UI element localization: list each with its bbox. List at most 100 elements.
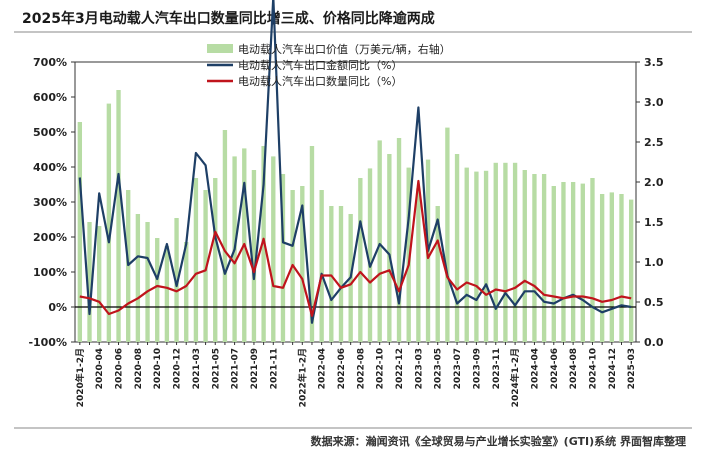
x-tick-label: 2024-10 bbox=[588, 348, 598, 389]
bar bbox=[184, 242, 189, 342]
x-tick-label: 2022-12 bbox=[395, 348, 405, 389]
x-tick-label: 2025-03 bbox=[627, 348, 637, 389]
x-tick-label: 2021-07 bbox=[231, 348, 241, 389]
legend-swatch-bar bbox=[207, 44, 233, 53]
x-tick-label: 2023-09 bbox=[472, 348, 482, 389]
y-right-tick-label: 2.0 bbox=[644, 176, 664, 189]
y-right-tick-label: 3.5 bbox=[644, 56, 664, 69]
y-left-tick-label: 100% bbox=[33, 266, 67, 279]
y-right-tick-label: 2.5 bbox=[644, 136, 664, 149]
bar bbox=[329, 206, 334, 342]
bar bbox=[580, 183, 585, 342]
y-right-tick-label: 3.0 bbox=[644, 96, 664, 109]
y-right-tick-label: 1.0 bbox=[644, 256, 664, 269]
bar bbox=[416, 188, 421, 342]
y-left-tick-label: 500% bbox=[33, 126, 67, 139]
bar bbox=[609, 192, 614, 342]
x-axis: 2020年1-2月 2020-04 2020-06 2020-08 2020-10 202… bbox=[74, 342, 637, 407]
bar bbox=[271, 156, 276, 342]
bar bbox=[590, 178, 595, 342]
x-tick-label: 2024-04 bbox=[530, 348, 540, 389]
x-tick-label: 2022-08 bbox=[356, 348, 366, 389]
y-right-tick-label: 0.5 bbox=[644, 296, 664, 309]
bar bbox=[435, 206, 440, 342]
quantity-yoy-line bbox=[79, 179, 632, 317]
x-tick-label: 2024-06 bbox=[550, 348, 560, 389]
x-tick-label: 2021-05 bbox=[211, 348, 221, 389]
bar bbox=[222, 130, 228, 342]
legend: 电动载人汽车出口价值（万美元/辆，右轴） 电动载人汽车出口金额同比（%） 电动载… bbox=[207, 42, 451, 88]
x-tick-label: 2020-08 bbox=[134, 348, 144, 389]
bar bbox=[503, 162, 508, 342]
x-tick-label: 2020-10 bbox=[153, 348, 163, 389]
x-tick-label: 2023-07 bbox=[453, 348, 463, 389]
x-tick-label: 2022年1-2月 bbox=[296, 348, 308, 407]
bar bbox=[406, 167, 411, 342]
y-left-axis: -100% 0% 100% 200% 300% 400% 500% 600% 700% bbox=[28, 56, 75, 349]
bar bbox=[106, 103, 112, 342]
legend-label-bar: 电动载人汽车出口价值（万美元/辆，右轴） bbox=[238, 42, 451, 56]
bar bbox=[251, 170, 257, 342]
x-tick-label: 2020-06 bbox=[115, 348, 125, 389]
bar bbox=[300, 186, 305, 342]
bar bbox=[338, 206, 344, 342]
bar bbox=[619, 194, 624, 342]
y-left-tick-label: 0% bbox=[48, 301, 67, 314]
bar bbox=[193, 178, 199, 342]
bar bbox=[280, 174, 286, 342]
legend-label-quantity: 电动载人汽车出口数量同比（%） bbox=[238, 74, 402, 88]
bar bbox=[464, 167, 469, 342]
x-tick-label: 2021-03 bbox=[192, 348, 202, 389]
y-left-tick-label: -100% bbox=[28, 336, 67, 349]
x-tick-label: 2024-08 bbox=[569, 348, 579, 389]
bar bbox=[155, 238, 160, 342]
bar bbox=[483, 170, 489, 342]
x-tick-label: 2022-04 bbox=[318, 348, 328, 389]
y-left-tick-label: 200% bbox=[33, 231, 67, 244]
x-tick-label: 2020-12 bbox=[173, 348, 183, 389]
bar bbox=[358, 178, 363, 342]
bar bbox=[309, 146, 315, 342]
y-left-tick-label: 300% bbox=[33, 196, 67, 209]
bar bbox=[396, 138, 402, 342]
legend-label-amount: 电动载人汽车出口金额同比（%） bbox=[238, 58, 402, 72]
bar bbox=[512, 162, 518, 342]
x-tick-label: 2021-09 bbox=[250, 348, 260, 389]
chart-title: 2025年3月电动载人汽车出口数量同比增三成、价格同比降逾两成 bbox=[22, 10, 435, 27]
bar bbox=[97, 226, 102, 342]
bar bbox=[213, 178, 218, 342]
bar bbox=[561, 182, 566, 342]
bar bbox=[377, 140, 382, 342]
bar bbox=[164, 246, 170, 342]
x-tick-label: 2024-12 bbox=[608, 348, 618, 389]
x-tick-label: 2022-06 bbox=[337, 348, 347, 389]
x-tick-label: 2024年1-2月 bbox=[509, 348, 521, 407]
x-tick-label: 2023-11 bbox=[492, 348, 502, 389]
x-tick-label: 2020-04 bbox=[95, 348, 105, 389]
bar bbox=[367, 168, 373, 342]
x-tick-label: 2021-11 bbox=[269, 348, 279, 389]
bar bbox=[387, 154, 392, 342]
bar bbox=[174, 218, 179, 342]
x-tick-label: 2023-03 bbox=[414, 348, 424, 389]
bar bbox=[87, 222, 92, 342]
y-left-tick-label: 700% bbox=[33, 56, 67, 69]
bar bbox=[454, 154, 460, 342]
y-right-axis: 0.0 0.5 1.0 1.5 2.0 2.5 3.0 3.5 bbox=[636, 56, 664, 349]
y-left-tick-label: 600% bbox=[33, 91, 67, 104]
x-tick-label: 2023-05 bbox=[434, 348, 444, 389]
bar bbox=[77, 122, 83, 342]
x-tick-label: 2022-10 bbox=[376, 348, 386, 389]
bar bbox=[551, 186, 556, 342]
bar bbox=[135, 214, 141, 342]
bar bbox=[628, 199, 634, 342]
bar bbox=[145, 222, 150, 342]
bar bbox=[319, 190, 324, 342]
bar bbox=[493, 162, 498, 342]
bar bbox=[599, 194, 605, 342]
amount-yoy-line bbox=[78, 0, 632, 324]
bar bbox=[532, 174, 537, 342]
bar bbox=[116, 90, 121, 342]
